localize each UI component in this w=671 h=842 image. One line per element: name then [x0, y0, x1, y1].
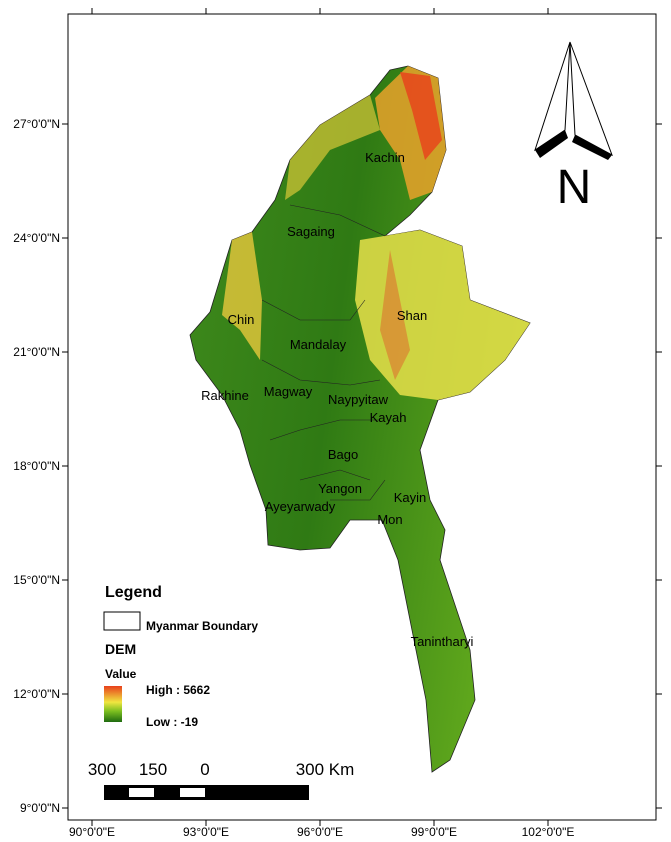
boundary-swatch: [103, 611, 141, 631]
region-label: Kayah: [370, 410, 407, 425]
lat-label: 12°0'0"N: [13, 687, 60, 701]
legend-boundary: Myanmar Boundary: [146, 619, 258, 633]
lon-label: 96°0'0"E: [297, 825, 343, 839]
lat-label: 18°0'0"N: [13, 459, 60, 473]
scale-label: 0: [200, 760, 209, 779]
north-arrow: N: [534, 41, 613, 214]
legend: Legend Myanmar Boundary DEM Value High :…: [103, 584, 258, 729]
lat-label: 15°0'0"N: [13, 573, 60, 587]
myanmar-dem: [189, 65, 531, 773]
region-label: Magway: [264, 384, 313, 399]
legend-value: Value: [105, 667, 137, 681]
region-label: Rakhine: [201, 388, 249, 403]
lon-label: 102°0'0"E: [522, 825, 575, 839]
region-label: Yangon: [318, 481, 362, 496]
region-label: Mon: [377, 512, 402, 527]
legend-low: Low : -19: [146, 715, 198, 729]
region-label: Kachin: [365, 150, 405, 165]
legend-title: Legend: [105, 584, 162, 601]
scale-bar: [104, 785, 309, 800]
lat-label: 21°0'0"N: [13, 345, 60, 359]
lat-label: 24°0'0"N: [13, 231, 60, 245]
dem-ramp: [104, 686, 122, 722]
scale-label: 300 Km: [296, 760, 355, 779]
region-label: Shan: [397, 308, 427, 323]
region-label: Sagaing: [287, 224, 335, 239]
legend-dem: DEM: [105, 641, 136, 657]
lat-label: 27°0'0"N: [13, 117, 60, 131]
region-label: Tanintharyi: [411, 634, 474, 649]
lon-label: 99°0'0"E: [411, 825, 457, 839]
scale-label: 150: [139, 760, 167, 779]
north-label: N: [557, 161, 592, 214]
lon-label: 93°0'0"E: [183, 825, 229, 839]
lon-label: 90°0'0"E: [69, 825, 115, 839]
region-label: Chin: [228, 312, 255, 327]
region-label: Mandalay: [290, 337, 347, 352]
region-label: Naypyitaw: [328, 392, 389, 407]
scale-label: 300: [88, 760, 116, 779]
lat-label: 9°0'0"N: [20, 801, 60, 815]
labels: 27°0'0"N 24°0'0"N 21°0'0"N 18°0'0"N 15°0'0"N…: [13, 8, 662, 839]
region-label: Bago: [328, 447, 358, 462]
legend-high: High : 5662: [146, 683, 210, 697]
region-label: Kayin: [394, 490, 427, 505]
region-label: Ayeyarwady: [265, 499, 336, 514]
